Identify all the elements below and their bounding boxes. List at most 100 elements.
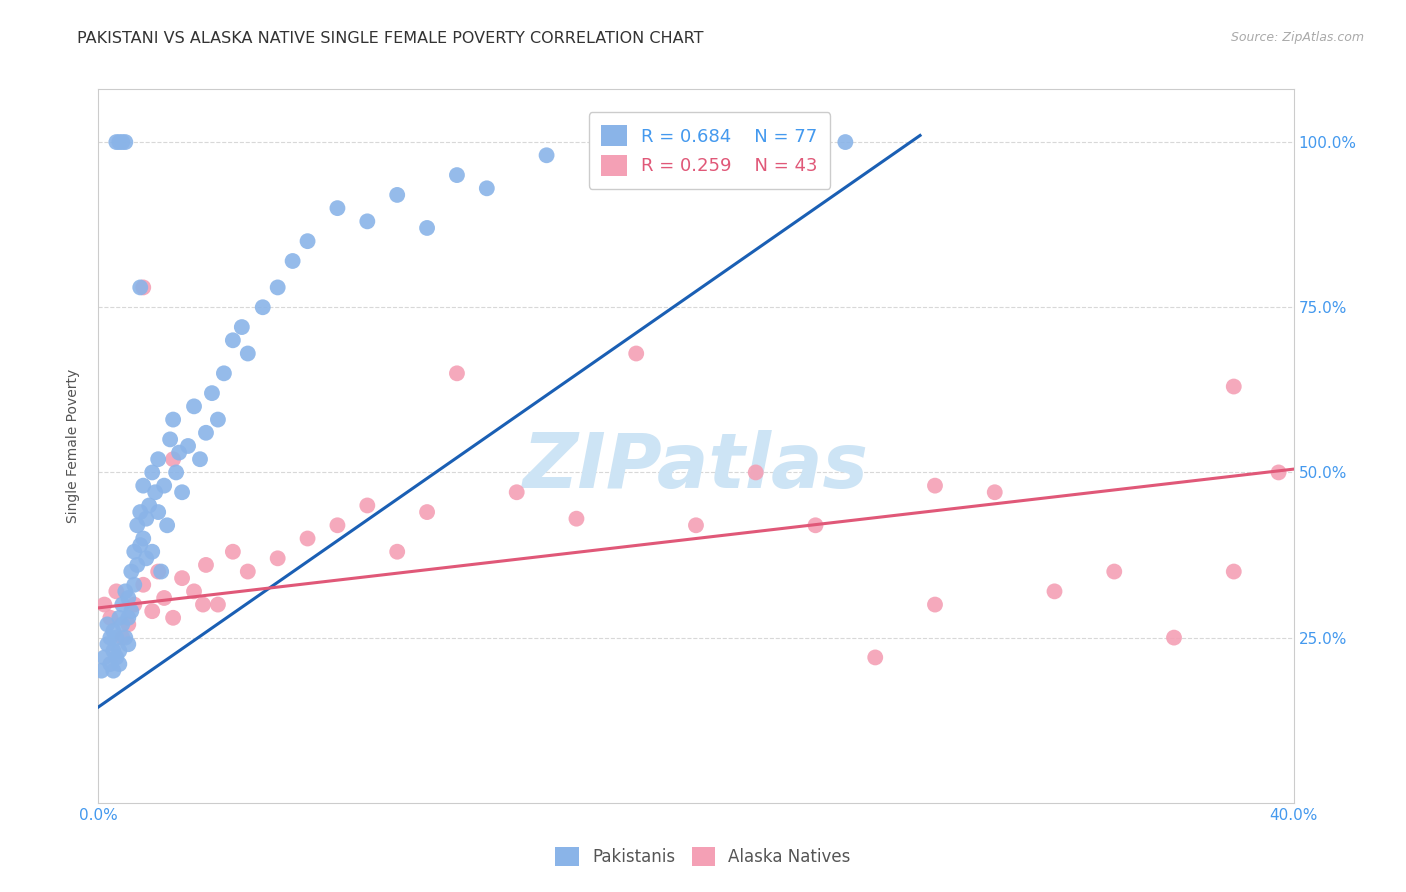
Point — [446, 367, 468, 381]
Point — [127, 518, 149, 533]
Point — [135, 511, 157, 525]
Point — [150, 565, 173, 579]
Point — [132, 280, 155, 294]
Point — [207, 598, 229, 612]
Point — [148, 565, 170, 579]
Point — [124, 578, 146, 592]
Point — [195, 558, 218, 572]
Point — [416, 221, 439, 235]
Point — [117, 611, 139, 625]
Point — [153, 591, 176, 605]
Point — [93, 598, 115, 612]
Point — [924, 598, 946, 612]
Point — [1223, 565, 1246, 579]
Point — [222, 545, 245, 559]
Point — [834, 135, 856, 149]
Point — [745, 466, 768, 480]
Point — [183, 400, 205, 414]
Point — [156, 518, 179, 533]
Point — [267, 280, 290, 294]
Point — [475, 181, 498, 195]
Point — [90, 664, 112, 678]
Point — [745, 135, 768, 149]
Point — [297, 234, 319, 248]
Point — [984, 485, 1007, 500]
Point — [162, 611, 184, 625]
Point — [385, 188, 409, 202]
Point — [108, 657, 131, 671]
Point — [124, 545, 146, 559]
Point — [127, 558, 149, 572]
Point — [105, 135, 128, 149]
Point — [108, 135, 131, 149]
Point — [267, 551, 290, 566]
Point — [135, 551, 157, 566]
Point — [183, 584, 205, 599]
Point — [132, 478, 155, 492]
Point — [117, 637, 139, 651]
Point — [1104, 565, 1126, 579]
Point — [1267, 466, 1289, 480]
Point — [685, 518, 707, 533]
Point — [804, 518, 827, 533]
Point — [207, 412, 229, 426]
Point — [96, 637, 118, 651]
Legend: R = 0.684    N = 77, R = 0.259    N = 43: R = 0.684 N = 77, R = 0.259 N = 43 — [589, 112, 831, 188]
Point — [111, 631, 134, 645]
Point — [191, 598, 214, 612]
Point — [117, 617, 139, 632]
Point — [108, 644, 131, 658]
Point — [924, 478, 946, 492]
Point — [416, 505, 439, 519]
Point — [212, 367, 235, 381]
Point — [167, 445, 190, 459]
Point — [162, 412, 184, 426]
Point — [148, 505, 170, 519]
Point — [165, 466, 187, 480]
Legend: Pakistanis, Alaska Natives: Pakistanis, Alaska Natives — [547, 838, 859, 875]
Point — [141, 604, 163, 618]
Point — [297, 532, 319, 546]
Point — [141, 466, 163, 480]
Point — [98, 611, 122, 625]
Point — [195, 425, 218, 440]
Point — [172, 485, 194, 500]
Point — [143, 485, 166, 500]
Text: ZIPatlas: ZIPatlas — [523, 431, 869, 504]
Point — [201, 386, 224, 401]
Point — [356, 214, 378, 228]
Point — [385, 545, 409, 559]
Point — [103, 664, 125, 678]
Point — [595, 135, 617, 149]
Point — [117, 591, 139, 605]
Point — [1223, 379, 1246, 393]
Point — [536, 148, 558, 162]
Point — [177, 439, 200, 453]
Point — [111, 617, 134, 632]
Point — [281, 254, 304, 268]
Point — [446, 168, 468, 182]
Text: Source: ZipAtlas.com: Source: ZipAtlas.com — [1230, 31, 1364, 45]
Point — [141, 545, 163, 559]
Point — [96, 617, 118, 632]
Point — [626, 346, 648, 360]
Point — [129, 280, 152, 294]
Point — [98, 631, 122, 645]
Point — [655, 135, 678, 149]
Point — [120, 604, 142, 618]
Point — [138, 499, 160, 513]
Point — [132, 532, 155, 546]
Point — [172, 571, 194, 585]
Y-axis label: Single Female Poverty: Single Female Poverty — [66, 369, 80, 523]
Point — [105, 631, 128, 645]
Point — [231, 320, 253, 334]
Point — [120, 565, 142, 579]
Point — [114, 135, 136, 149]
Point — [93, 650, 115, 665]
Point — [188, 452, 211, 467]
Point — [148, 452, 170, 467]
Point — [565, 511, 588, 525]
Point — [162, 452, 184, 467]
Point — [111, 598, 134, 612]
Point — [326, 201, 349, 215]
